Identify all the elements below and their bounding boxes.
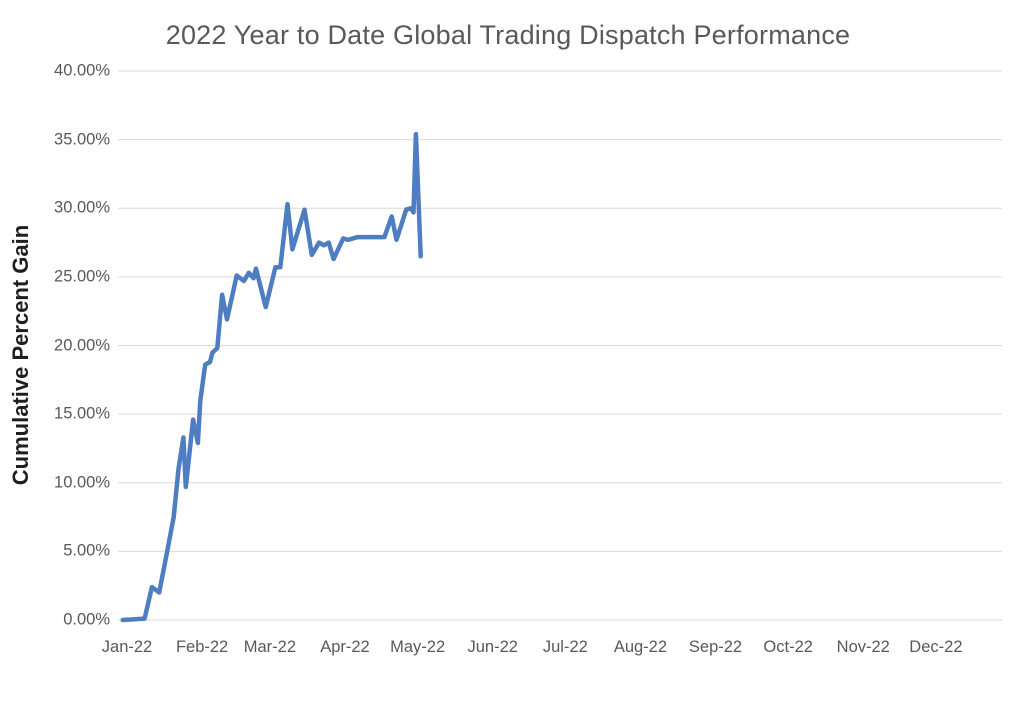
x-tick-label: Apr-22 — [320, 638, 370, 656]
y-tick-label: 0.00% — [63, 610, 110, 629]
y-tick-label: 10.00% — [54, 473, 110, 492]
y-tick-label: 40.00% — [54, 61, 110, 80]
x-tick-label: Nov-22 — [836, 638, 890, 656]
x-tick-label: Aug-22 — [613, 638, 668, 656]
x-tick-label: Mar-22 — [243, 638, 297, 656]
y-tick-label: 35.00% — [54, 130, 110, 149]
x-tick-label: Jun-22 — [467, 638, 518, 656]
x-tick-label: Jan-22 — [101, 638, 153, 656]
y-tick-label: 20.00% — [54, 336, 110, 354]
x-tick-label: Feb-22 — [175, 638, 229, 656]
y-tick-label: 5.00% — [63, 541, 110, 560]
x-tick-label: Sep-22 — [688, 638, 743, 656]
y-tick-label: 25.00% — [54, 267, 110, 286]
data-series-line — [120, 131, 423, 623]
chart-title: 2022 Year to Date Global Trading Dispatc… — [165, 20, 851, 50]
x-tick-label: May-22 — [390, 638, 446, 656]
y-tick-label: 15.00% — [54, 404, 110, 423]
x-tick-label: Dec-22 — [909, 638, 963, 656]
y-tick-label: 30.00% — [54, 198, 110, 217]
x-tick-label: Jul-22 — [542, 638, 588, 656]
x-tick-label: Oct-22 — [763, 638, 813, 656]
